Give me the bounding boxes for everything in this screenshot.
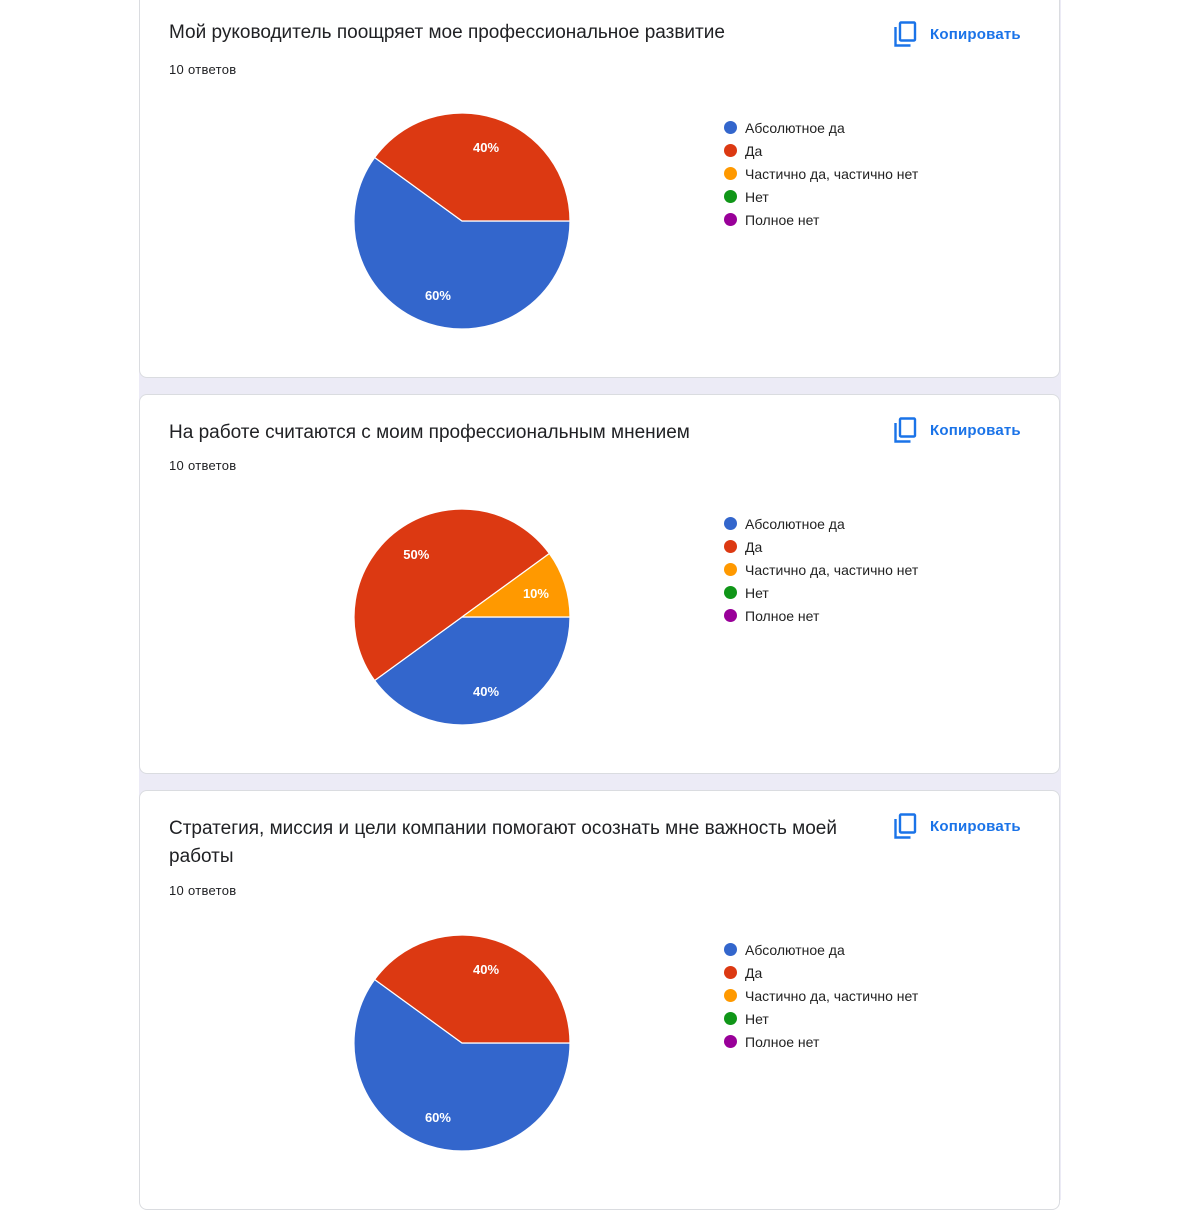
question-title: Стратегия, миссия и цели компании помога…: [169, 818, 837, 867]
pie-slice-1[interactable]: [353, 978, 571, 1152]
legend-item[interactable]: Частично да, частично нет: [724, 984, 1024, 1007]
copy-chart-button[interactable]: Копировать: [892, 414, 1042, 446]
legend-item[interactable]: Абсолютное да: [724, 512, 1024, 535]
legend-label: Нет: [745, 584, 769, 601]
legend-item[interactable]: Абсолютное да: [724, 938, 1024, 961]
legend-swatch: [724, 989, 737, 1002]
chart-legend: Абсолютное да Да Частично да, частично нет…: [724, 116, 1024, 231]
legend-swatch: [724, 1012, 737, 1025]
pie-chart: 60% 40%: [353, 112, 571, 330]
question-card-3: Стратегия, миссия и цели компании помога…: [139, 790, 1060, 1210]
copy-icon: [894, 813, 917, 839]
copy-label: Копировать: [930, 421, 1021, 439]
copy-label: Копировать: [930, 25, 1021, 43]
legend-swatch: [724, 167, 737, 180]
pie-slice-2[interactable]: [353, 508, 551, 682]
legend-label: Полное нет: [745, 607, 820, 624]
response-count: 10 ответов: [169, 458, 237, 473]
chart-legend: Абсолютное да Да Частично да, частично нет…: [724, 512, 1024, 627]
slice-label: 10%: [523, 586, 549, 601]
legend-swatch: [724, 213, 737, 226]
legend-label: Да: [745, 538, 763, 555]
pie-slice-2[interactable]: [373, 934, 571, 1044]
legend-label: Абсолютное да: [745, 941, 845, 958]
question-title: Мой руководитель поощряет мое профессион…: [169, 22, 725, 43]
legend-item[interactable]: Полное нет: [724, 208, 1024, 231]
question-card-1: Мой руководитель поощряет мое профессион…: [139, 0, 1060, 378]
legend-item[interactable]: Частично да, частично нет: [724, 558, 1024, 581]
slice-label: 50%: [403, 547, 429, 562]
legend-label: Нет: [745, 1010, 769, 1027]
copy-label: Копировать: [930, 817, 1021, 835]
slice-label: 40%: [473, 140, 499, 155]
legend-item[interactable]: Полное нет: [724, 604, 1024, 627]
legend-item[interactable]: Полное нет: [724, 1030, 1024, 1053]
slice-label: 60%: [425, 1110, 451, 1125]
pie-slice-2[interactable]: [373, 112, 571, 222]
legend-swatch: [724, 586, 737, 599]
pie-chart: 40% 50% 10%: [353, 508, 571, 726]
legend-item[interactable]: Да: [724, 961, 1024, 984]
legend-swatch: [724, 540, 737, 553]
legend-swatch: [724, 943, 737, 956]
pie-slice-1[interactable]: [373, 616, 571, 726]
legend-swatch: [724, 563, 737, 576]
slice-label: 40%: [473, 962, 499, 977]
pie-chart: 60% 40%: [353, 934, 571, 1152]
legend-label: Да: [745, 964, 763, 981]
legend-item[interactable]: Да: [724, 139, 1024, 162]
legend-swatch: [724, 1035, 737, 1048]
legend-item[interactable]: Нет: [724, 185, 1024, 208]
copy-icon: [894, 417, 917, 443]
legend-swatch: [724, 609, 737, 622]
legend-label: Нет: [745, 188, 769, 205]
legend-label: Абсолютное да: [745, 119, 845, 136]
pie-slice-1[interactable]: [353, 156, 571, 330]
slice-label: 40%: [473, 684, 499, 699]
copy-chart-button[interactable]: Копировать: [892, 810, 1042, 842]
legend-item[interactable]: Нет: [724, 581, 1024, 604]
chart-legend: Абсолютное да Да Частично да, частично нет…: [724, 938, 1024, 1053]
copy-chart-button[interactable]: Копировать: [892, 18, 1042, 50]
legend-item[interactable]: Частично да, частично нет: [724, 162, 1024, 185]
slice-label: 60%: [425, 288, 451, 303]
pie-slice-3[interactable]: [460, 552, 571, 618]
legend-label: Полное нет: [745, 1033, 820, 1050]
legend-label: Полное нет: [745, 211, 820, 228]
legend-swatch: [724, 121, 737, 134]
question-title: На работе считаются с моим профессиональ…: [169, 422, 690, 443]
legend-item[interactable]: Нет: [724, 1007, 1024, 1030]
legend-swatch: [724, 517, 737, 530]
copy-icon: [894, 21, 917, 47]
legend-swatch: [724, 190, 737, 203]
question-card-2: На работе считаются с моим профессиональ…: [139, 394, 1060, 774]
response-count: 10 ответов: [169, 62, 237, 77]
response-count: 10 ответов: [169, 883, 237, 898]
legend-label: Частично да, частично нет: [745, 165, 919, 182]
legend-label: Да: [745, 142, 763, 159]
legend-label: Частично да, частично нет: [745, 561, 919, 578]
legend-label: Абсолютное да: [745, 515, 845, 532]
legend-item[interactable]: Абсолютное да: [724, 116, 1024, 139]
legend-label: Частично да, частично нет: [745, 987, 919, 1004]
legend-swatch: [724, 966, 737, 979]
legend-item[interactable]: Да: [724, 535, 1024, 558]
legend-swatch: [724, 144, 737, 157]
